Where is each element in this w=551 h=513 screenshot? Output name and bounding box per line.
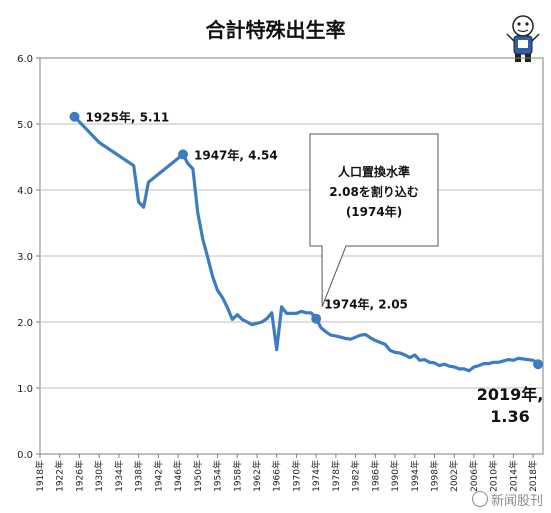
series-layer (72, 115, 540, 373)
label-1974: 1974年, 2.05 (324, 297, 408, 312)
x-tick-label: 1934年 (113, 460, 125, 492)
callout-box (309, 133, 439, 307)
y-tick-label: 3.0 (17, 252, 33, 263)
label-1925: 1925年, 5.11 (86, 110, 170, 125)
chart-title: 合計特殊出生率 (205, 18, 346, 42)
label-layer: 1925年, 5.11 1947年, 4.54 1974年, 2.05 2019年, 1… (86, 110, 544, 426)
x-tick-label: 1966年 (271, 460, 283, 492)
x-tick-label: 1998年 (429, 460, 441, 492)
highlight-point (311, 313, 322, 324)
cartoon-character-icon (506, 15, 540, 62)
label-2019-year: 2019年, (477, 385, 544, 404)
watermark-icon (471, 491, 488, 507)
watermark: 新闻股刊 (471, 490, 543, 509)
x-tick-label: 1994年 (409, 460, 421, 492)
x-tick-label: 2002年 (448, 460, 460, 492)
y-tick-label: 5.0 (17, 120, 33, 131)
label-1947: 1947年, 4.54 (194, 147, 278, 162)
x-tick-label: 1938年 (133, 460, 145, 492)
callout-line-1: 人口置換水準 (338, 164, 410, 179)
y-tick-label: 6.0 (17, 54, 33, 65)
highlight-point (533, 359, 544, 370)
x-tick-label: 1982年 (350, 460, 362, 492)
x-tick-label: 1974年 (310, 460, 322, 492)
x-tick-label: 2014年 (507, 460, 519, 492)
x-tick-label: 1962年 (251, 460, 263, 492)
x-tick-label: 1930年 (93, 460, 105, 492)
x-tick-label: 1970年 (290, 460, 302, 492)
y-tick-label: 1.0 (17, 384, 33, 395)
x-tick-label: 2010年 (488, 460, 500, 492)
x-tick-label: 1958年 (231, 460, 243, 492)
highlight-point (69, 111, 80, 122)
x-tick-label: 1946年 (172, 460, 184, 492)
grid-layer (39, 57, 544, 455)
x-tick-label: 1942年 (152, 460, 164, 492)
x-tick-label: 2018年 (527, 460, 539, 492)
x-tick-label: 1986年 (369, 460, 381, 492)
fertility-rate-line (72, 115, 540, 373)
marker-layer (69, 111, 544, 370)
callout-line-2: 2.08を割り込む (329, 184, 419, 199)
watermark-text: 新闻股刊 (490, 494, 543, 509)
x-tick-label: 2006年 (468, 460, 480, 492)
y-tick-label: 4.0 (17, 186, 33, 197)
label-2019-value: 1.36 (490, 407, 529, 426)
highlight-point (178, 149, 189, 160)
x-tick-label: 1990年 (389, 460, 401, 492)
x-tick-label: 1926年 (73, 460, 85, 492)
x-tick-label: 1922年 (54, 460, 66, 492)
callout: 人口置換水準 2.08を割り込む (1974年) (309, 133, 439, 307)
x-tick-label: 1954年 (212, 460, 224, 492)
x-tick-label: 1978年 (330, 460, 342, 492)
x-tick-label: 1918年 (34, 460, 46, 492)
axis-layer: 0.0 1.0 2.0 3.0 4.0 5.0 6.0 1918年 1922年 1926年 1930… (17, 54, 539, 492)
y-tick-label: 2.0 (17, 318, 33, 329)
y-tick-label: 0.0 (17, 450, 33, 461)
x-tick-label: 1950年 (192, 460, 204, 492)
callout-line-3: (1974年) (346, 204, 402, 219)
